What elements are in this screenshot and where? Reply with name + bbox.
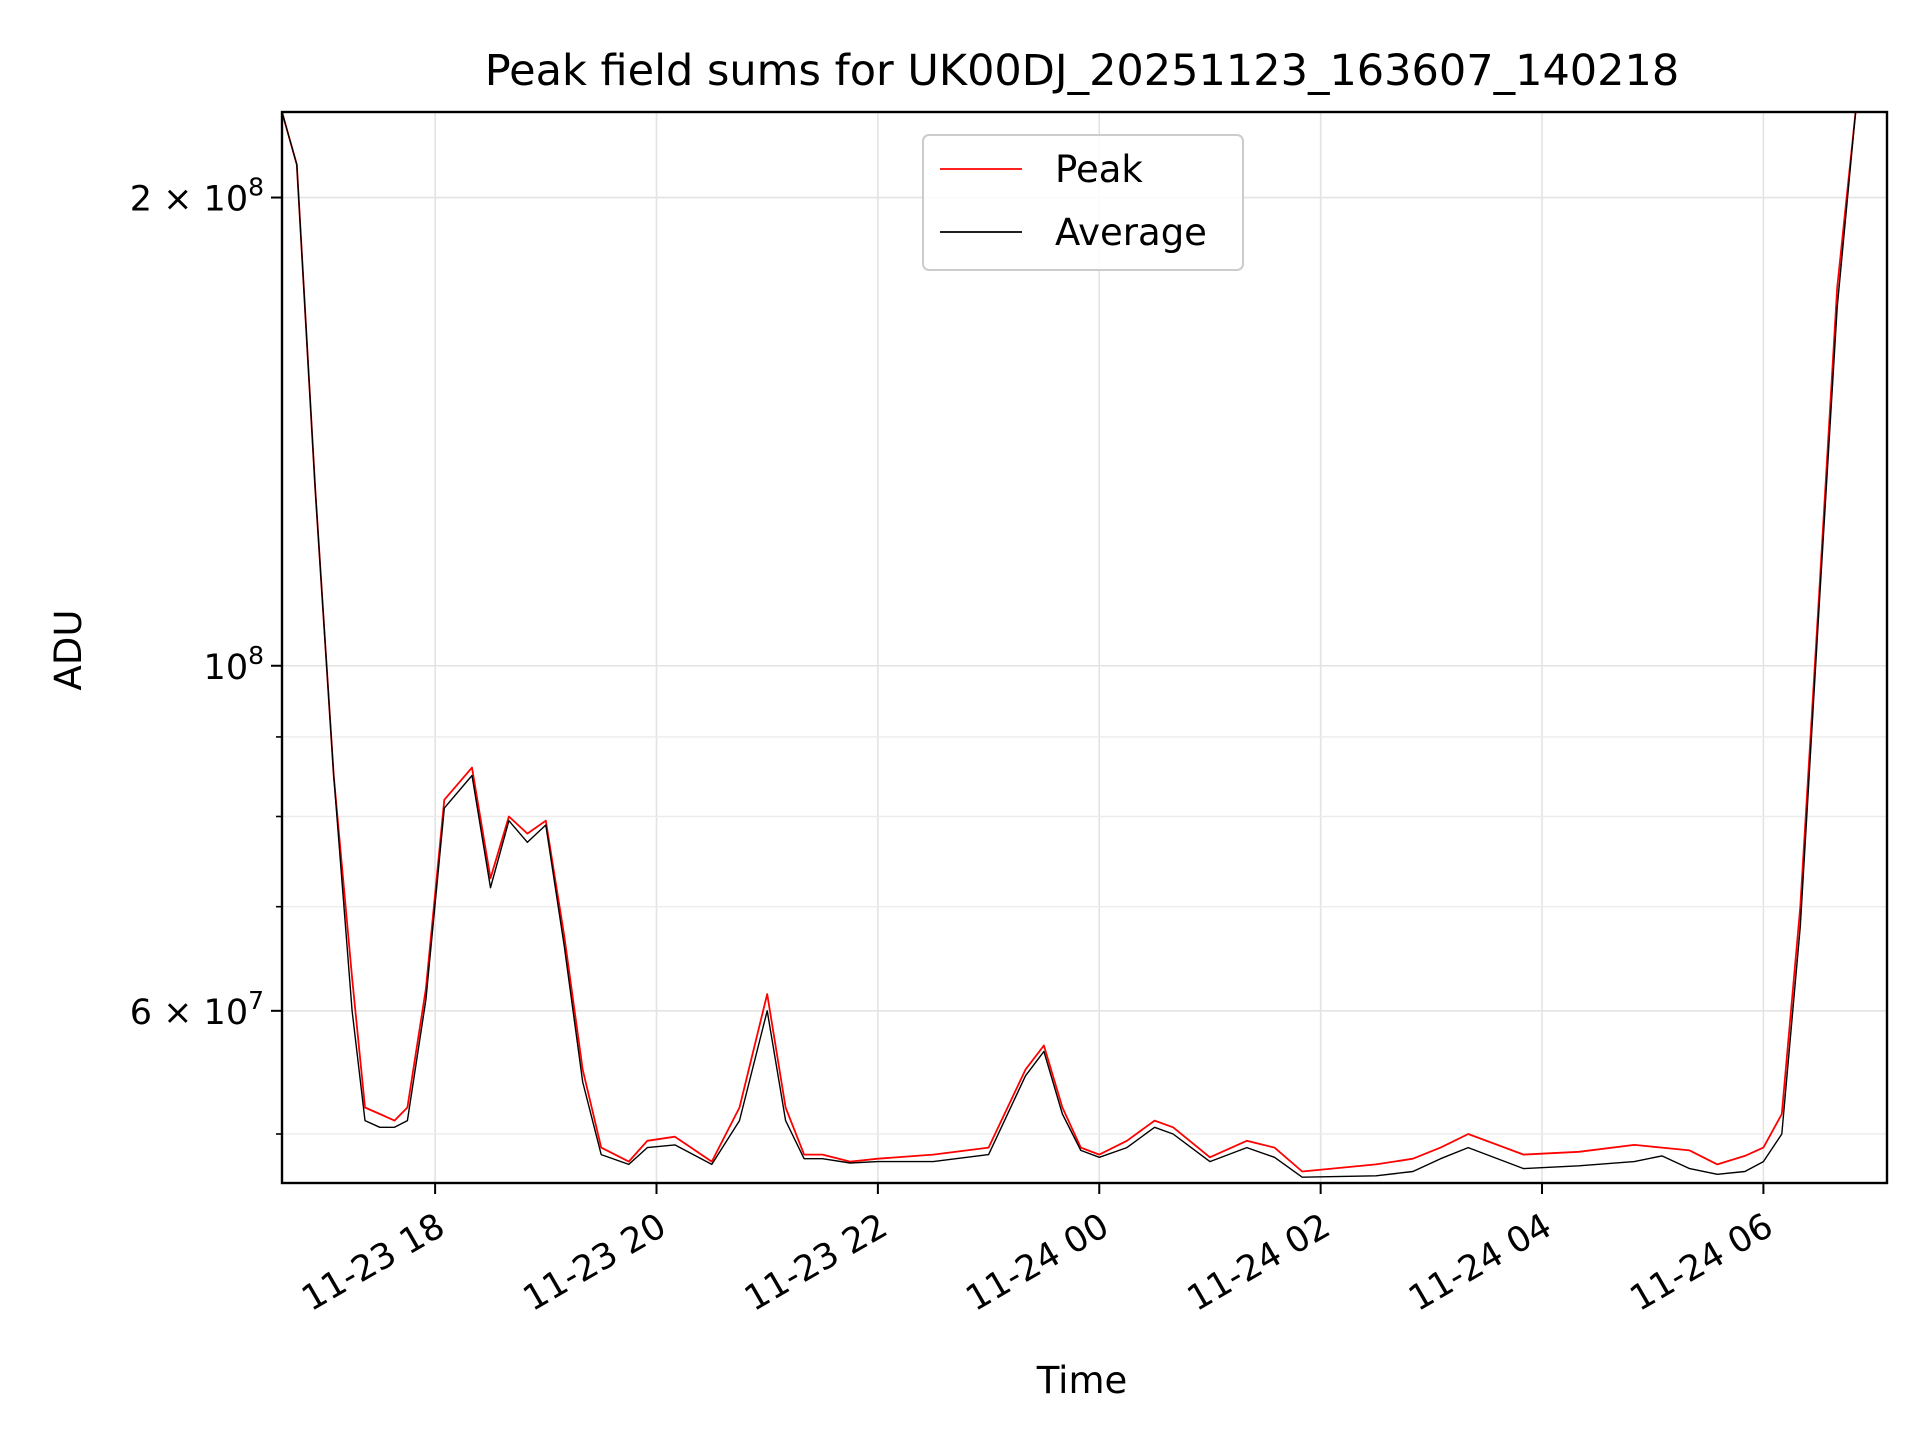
series-lines — [281, 111, 1887, 1178]
y-axis-label: ADU — [47, 610, 90, 691]
y-tick-label-2: 2 × 108 — [130, 173, 264, 220]
legend-label-peak: Peak — [1055, 148, 1143, 191]
legend: Peak Average — [922, 134, 1244, 271]
plot-frame — [280, 110, 1889, 1185]
series-line-peak — [281, 111, 1887, 1173]
series-line-average — [281, 111, 1887, 1178]
y-tick-label-1: 108 — [204, 641, 264, 688]
chart-title: Peak field sums for UK00DJ_20251123_1636… — [485, 46, 1679, 96]
x-axis-label: Time — [1036, 1359, 1128, 1402]
legend-label-average: Average — [1055, 211, 1207, 254]
y-tick-label-0: 6 × 107 — [130, 986, 264, 1033]
